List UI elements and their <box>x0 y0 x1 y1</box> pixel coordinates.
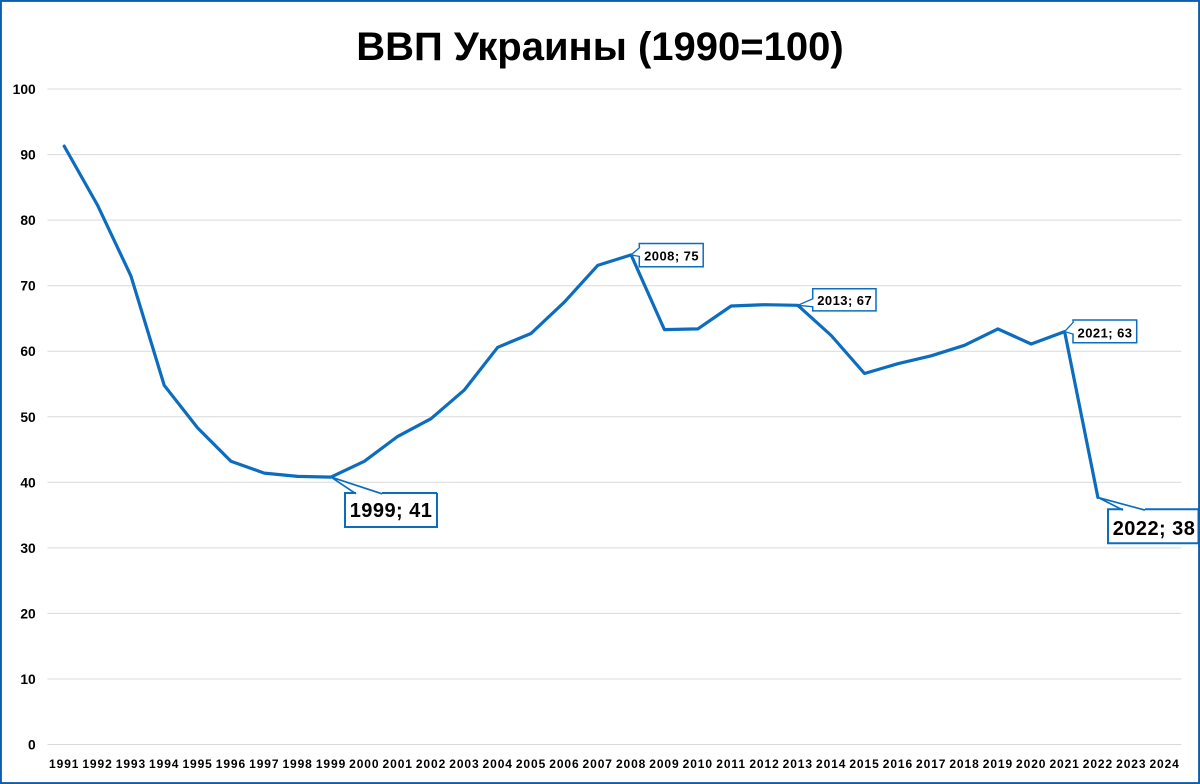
svg-text:1992: 1992 <box>82 757 112 771</box>
svg-text:2000: 2000 <box>349 757 379 771</box>
svg-text:2001: 2001 <box>383 757 413 771</box>
svg-text:40: 40 <box>20 475 36 490</box>
svg-text:ВВП Украины (1990=100): ВВП Украины (1990=100) <box>356 25 843 69</box>
svg-text:30: 30 <box>20 541 36 556</box>
svg-text:2014: 2014 <box>816 757 846 771</box>
svg-text:0: 0 <box>28 738 36 753</box>
svg-text:2005: 2005 <box>516 757 546 771</box>
svg-text:70: 70 <box>20 279 36 294</box>
svg-text:2006: 2006 <box>549 757 579 771</box>
svg-text:1994: 1994 <box>149 757 179 771</box>
svg-text:2020: 2020 <box>1016 757 1046 771</box>
svg-text:2018: 2018 <box>949 757 979 771</box>
svg-text:1995: 1995 <box>182 757 212 771</box>
svg-text:80: 80 <box>20 213 36 228</box>
svg-text:2022: 2022 <box>1083 757 1113 771</box>
svg-text:2003: 2003 <box>449 757 479 771</box>
svg-text:60: 60 <box>20 344 36 359</box>
svg-text:2010: 2010 <box>683 757 713 771</box>
svg-text:2008; 75: 2008; 75 <box>644 248 699 263</box>
svg-text:2009: 2009 <box>649 757 679 771</box>
svg-text:2011: 2011 <box>716 757 746 771</box>
svg-text:2007: 2007 <box>583 757 613 771</box>
svg-text:1997: 1997 <box>249 757 279 771</box>
svg-text:2013: 2013 <box>783 757 813 771</box>
svg-text:1993: 1993 <box>116 757 146 771</box>
svg-text:2012: 2012 <box>749 757 779 771</box>
svg-text:2015: 2015 <box>849 757 879 771</box>
svg-text:1999: 1999 <box>316 757 346 771</box>
svg-text:1996: 1996 <box>216 757 246 771</box>
svg-text:2004: 2004 <box>483 757 513 771</box>
svg-text:50: 50 <box>20 410 36 425</box>
svg-text:2016: 2016 <box>883 757 913 771</box>
svg-text:2002: 2002 <box>416 757 446 771</box>
svg-text:10: 10 <box>20 672 36 687</box>
svg-text:1991: 1991 <box>49 757 79 771</box>
svg-text:1999; 41: 1999; 41 <box>350 500 433 522</box>
svg-text:2022; 38: 2022; 38 <box>1113 518 1196 540</box>
svg-text:100: 100 <box>13 82 36 97</box>
svg-text:2023: 2023 <box>1116 757 1146 771</box>
svg-text:2021: 2021 <box>1049 757 1079 771</box>
svg-text:2019: 2019 <box>983 757 1013 771</box>
svg-text:90: 90 <box>20 148 36 163</box>
svg-text:1998: 1998 <box>282 757 312 771</box>
svg-text:2008: 2008 <box>616 757 646 771</box>
svg-text:2017: 2017 <box>916 757 946 771</box>
svg-text:2024: 2024 <box>1149 757 1179 771</box>
svg-text:2021; 63: 2021; 63 <box>1078 325 1133 340</box>
svg-text:2013; 67: 2013; 67 <box>817 293 872 308</box>
svg-text:20: 20 <box>20 606 36 621</box>
